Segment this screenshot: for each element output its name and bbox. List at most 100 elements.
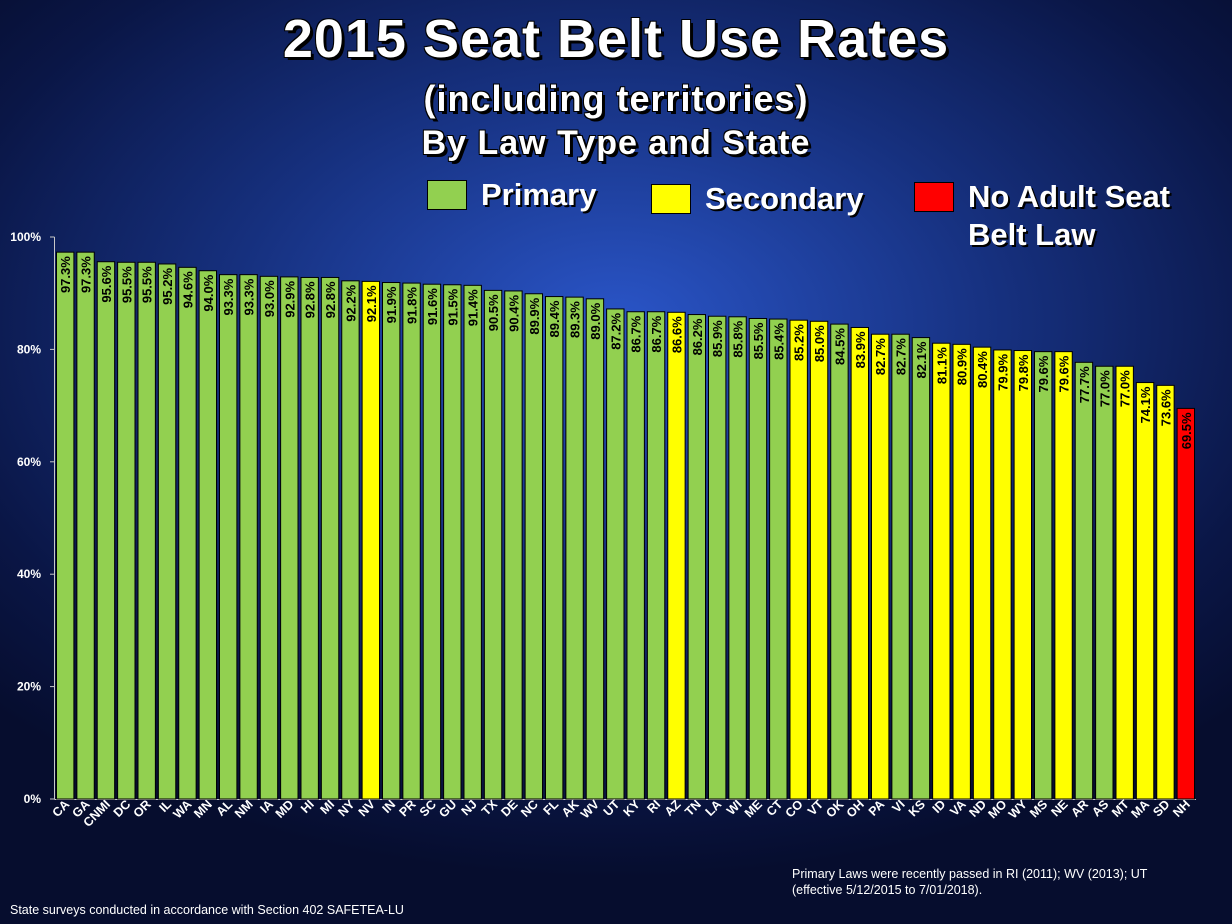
- value-label-DE: 90.4%: [506, 295, 521, 332]
- category-label-VT: VT: [805, 797, 826, 818]
- value-label-AK: 89.3%: [568, 301, 583, 338]
- category-label-MI: MI: [317, 797, 337, 817]
- value-label-OH: 83.9%: [853, 331, 868, 368]
- category-label-FL: FL: [541, 797, 562, 818]
- bar-MO: [993, 349, 1012, 800]
- category-label-NH: NH: [1170, 797, 1193, 820]
- bar-GU: [443, 284, 462, 800]
- y-tick-label: 0%: [24, 792, 42, 806]
- category-label-AR: AR: [1068, 797, 1091, 820]
- value-label-MA: 74.1%: [1138, 386, 1153, 423]
- category-label-WV: WV: [578, 797, 603, 822]
- category-label-AZ: AZ: [662, 797, 684, 819]
- bar-MS: [1034, 351, 1053, 800]
- value-label-NV: 92.1%: [364, 285, 379, 322]
- category-label-NY: NY: [335, 797, 358, 820]
- bar-VI: [891, 333, 910, 800]
- category-label-TX: TX: [479, 797, 501, 819]
- value-label-HI: 92.8%: [303, 281, 318, 318]
- value-label-AL: 93.3%: [221, 278, 236, 315]
- bar-ID: [932, 342, 951, 800]
- category-label-GU: GU: [436, 797, 459, 820]
- category-label-NC: NC: [518, 797, 541, 820]
- value-label-RI: 86.7%: [649, 315, 664, 352]
- bar-TX: [483, 289, 503, 800]
- bar-UT: [606, 308, 625, 800]
- value-label-WA: 94.6%: [180, 271, 195, 308]
- legend-swatch-secondary: [651, 184, 691, 214]
- value-label-UT: 87.2%: [608, 313, 623, 350]
- category-label-NJ: NJ: [459, 797, 480, 818]
- category-label-MT: MT: [1109, 797, 1132, 820]
- bar-CNMI: [96, 261, 116, 800]
- bar-VA: [952, 343, 971, 800]
- category-label-ND: ND: [967, 797, 990, 820]
- bar-AK: [565, 296, 584, 800]
- value-label-IN: 91.9%: [384, 286, 399, 323]
- bar-MT: [1115, 365, 1134, 800]
- bar-SC: [422, 283, 442, 800]
- value-label-AR: 77.7%: [1077, 366, 1092, 403]
- bar-TN: [687, 314, 706, 800]
- value-label-SC: 91.6%: [425, 288, 440, 325]
- bar-OH: [850, 326, 869, 800]
- chart-subtitle-law-type: By Law Type and State: [421, 124, 811, 162]
- y-tick-label: 60%: [17, 455, 41, 469]
- y-tick-label: 80%: [17, 342, 41, 356]
- value-label-CNMI: 95.6%: [99, 265, 114, 302]
- bar-IA: [259, 275, 279, 800]
- value-label-FL: 89.4%: [547, 300, 562, 337]
- value-label-GA: 97.3%: [79, 256, 94, 293]
- bar-WI: [728, 316, 747, 800]
- bar-NJ: [463, 284, 482, 800]
- value-label-IA: 93.0%: [262, 280, 277, 317]
- value-label-NJ: 91.4%: [466, 289, 481, 326]
- value-label-ME: 85.5%: [751, 322, 766, 359]
- category-label-MS: MS: [1027, 797, 1050, 820]
- bar-MD: [280, 276, 299, 800]
- category-label-AL: AL: [214, 797, 236, 819]
- bar-FL: [545, 296, 564, 800]
- bar-MN: [198, 270, 217, 800]
- value-label-CO: 85.2%: [792, 324, 807, 361]
- value-label-WY: 79.8%: [1016, 354, 1031, 391]
- category-label-CO: CO: [783, 797, 806, 820]
- bar-AS: [1095, 365, 1114, 800]
- value-label-KS: 82.1%: [914, 341, 929, 378]
- category-label-AS: AS: [1089, 797, 1111, 819]
- y-tick-label: 40%: [17, 567, 41, 581]
- bar-IL: [157, 263, 177, 800]
- chart-subtitle: (including territories): [423, 78, 809, 119]
- bar-CA: [56, 251, 75, 800]
- bar-AL: [219, 274, 238, 800]
- bar-HI: [300, 276, 319, 800]
- bar-GA: [76, 251, 95, 800]
- bar-WY: [1013, 350, 1032, 800]
- category-label-OR: OR: [131, 797, 154, 820]
- category-label-MO: MO: [985, 797, 1009, 821]
- value-label-CT: 85.4%: [771, 323, 786, 360]
- value-label-NC: 89.9%: [527, 297, 542, 334]
- bar-ND: [972, 346, 992, 800]
- legend-item-no-law: No Adult Seat Belt Law: [914, 178, 1198, 254]
- bar-NV: [361, 280, 380, 800]
- value-label-OR: 95.5%: [140, 266, 155, 303]
- category-label-NM: NM: [232, 797, 256, 821]
- value-label-IL: 95.2%: [160, 268, 175, 305]
- value-label-MS: 79.6%: [1036, 355, 1051, 392]
- bar-NM: [239, 274, 258, 800]
- value-label-OK: 84.5%: [832, 328, 847, 365]
- bar-PR: [402, 282, 421, 800]
- category-label-LA: LA: [703, 797, 725, 819]
- bar-AR: [1074, 361, 1094, 800]
- value-label-TX: 90.5%: [486, 294, 501, 331]
- value-label-CA: 97.3%: [58, 256, 73, 293]
- bar-NE: [1054, 351, 1073, 800]
- category-label-OH: OH: [844, 797, 867, 820]
- category-label-KY: KY: [621, 797, 644, 820]
- category-label-SC: SC: [417, 797, 439, 819]
- footnote-state-surveys: State surveys conducted in accordance wi…: [10, 903, 404, 917]
- category-label-KS: KS: [906, 797, 928, 819]
- category-label-MA: MA: [1129, 797, 1153, 821]
